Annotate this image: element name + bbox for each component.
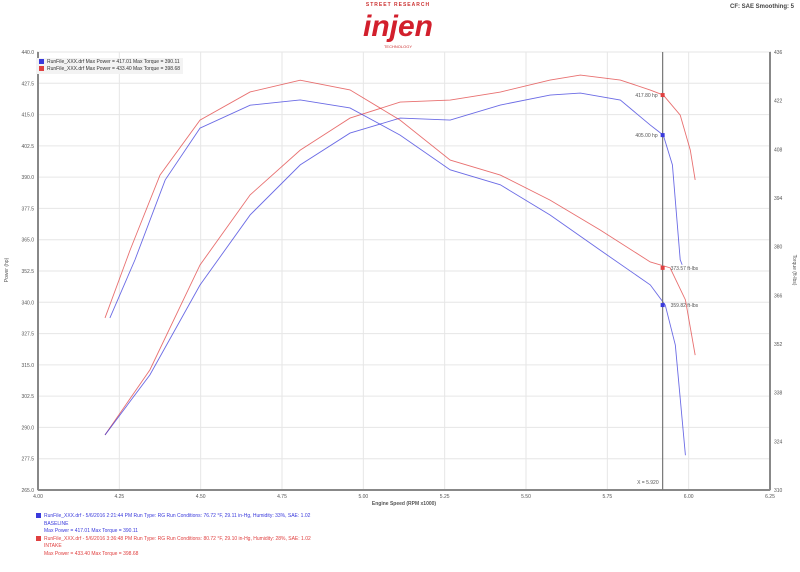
y-tick-label: 402.5 bbox=[21, 144, 34, 150]
y-tick-label: 440.0 bbox=[21, 50, 34, 56]
run-notes: RunFile_XXX.drf - 5/6/2016 2:21:44 PM Ru… bbox=[36, 513, 311, 558]
note-line: RunFile_XXX.drf - 5/6/2016 3:36:48 PM Ru… bbox=[44, 535, 311, 542]
y2-tick-label: 366 bbox=[774, 293, 783, 299]
y-tick-label: 340.0 bbox=[21, 300, 34, 306]
injen-logo: STREET RESEARCH injen TECHNOLOGY bbox=[348, 2, 448, 50]
x-tick-label: 6.00 bbox=[684, 494, 694, 500]
y-tick-label: 352.5 bbox=[21, 269, 34, 275]
y-tick-label: 315.0 bbox=[21, 363, 34, 369]
header-settings: CF: SAE Smoothing: 5 bbox=[730, 4, 794, 10]
y-tick-label: 365.0 bbox=[21, 238, 34, 244]
y-tick-label: 277.5 bbox=[21, 457, 34, 463]
annotation-marker bbox=[660, 133, 665, 138]
x-tick-label: 4.50 bbox=[196, 494, 206, 500]
y-tick-label: 302.5 bbox=[21, 394, 34, 400]
annotation-marker bbox=[660, 303, 665, 308]
legend-text: RunFile_XXX.drf Max Power = 433.40 Max T… bbox=[47, 66, 181, 72]
power-curve bbox=[104, 92, 683, 436]
y2-tick-label: 380 bbox=[774, 245, 783, 251]
y-tick-label: 415.0 bbox=[21, 113, 34, 119]
y2-tick-label: 436 bbox=[774, 50, 783, 56]
y2-tick-label: 352 bbox=[774, 342, 783, 348]
run-note: RunFile_XXX.drf - 5/6/2016 2:21:44 PM Ru… bbox=[36, 513, 311, 536]
legend-swatch bbox=[39, 66, 44, 72]
note-label: INTAKE bbox=[44, 543, 62, 549]
y-tick-label: 327.5 bbox=[21, 332, 34, 338]
annotation-marker bbox=[660, 93, 665, 98]
x-tick-label: 5.00 bbox=[358, 494, 368, 500]
x-tick-label: 6.25 bbox=[765, 494, 775, 500]
y-tick-label: 427.5 bbox=[21, 81, 34, 87]
torque-curve bbox=[104, 79, 696, 356]
y-axis-title: Power (hp) bbox=[4, 257, 10, 282]
y2-tick-label: 408 bbox=[774, 147, 783, 153]
y2-tick-label: 324 bbox=[774, 439, 783, 445]
annotation-label: 373.57 ft-lbs bbox=[671, 266, 699, 272]
logo-top: STREET RESEARCH bbox=[365, 2, 431, 8]
y-tick-label: 290.0 bbox=[21, 425, 34, 431]
x-tick-label: 4.00 bbox=[33, 494, 43, 500]
y2-tick-label: 310 bbox=[774, 488, 783, 494]
note-max: Max Power = 433.40 Max Torque = 398.68 bbox=[44, 550, 139, 557]
note-line: RunFile_XXX.drf - 5/6/2016 2:21:44 PM Ru… bbox=[44, 513, 311, 519]
torque-curve bbox=[109, 99, 686, 456]
legend-text: RunFile_XXX.drf Max Power = 417.01 Max T… bbox=[47, 59, 180, 65]
y2-tick-label: 422 bbox=[774, 99, 783, 105]
note-swatch bbox=[36, 535, 41, 541]
y2-tick-label: 394 bbox=[774, 196, 783, 202]
y-tick-label: 265.0 bbox=[21, 488, 34, 494]
annotation-label: 417.80 hp bbox=[635, 93, 657, 99]
x-tick-label: 5.25 bbox=[440, 494, 450, 500]
note-max: Max Power = 417.01 Max Torque = 390.11 bbox=[44, 528, 139, 534]
logo-main: injen bbox=[362, 10, 433, 43]
x-axis-title: Engine Speed (RPM x1000) bbox=[372, 501, 437, 507]
legend: RunFile_XXX.drf Max Power = 417.01 Max T… bbox=[36, 58, 184, 74]
note-swatch bbox=[36, 513, 41, 519]
y-tick-label: 377.5 bbox=[21, 206, 34, 212]
run-note: RunFile_XXX.drf - 5/6/2016 3:36:48 PM Ru… bbox=[36, 536, 311, 559]
logo-bottom: TECHNOLOGY bbox=[383, 44, 412, 49]
annotation-label: 359.82 ft-lbs bbox=[671, 303, 699, 309]
legend-swatch bbox=[39, 59, 44, 65]
y-tick-label: 390.0 bbox=[21, 175, 34, 181]
x-tick-label: 5.50 bbox=[521, 494, 531, 500]
y2-tick-label: 338 bbox=[774, 391, 783, 397]
annotation-marker bbox=[660, 265, 665, 270]
x-tick-label: 5.75 bbox=[602, 494, 612, 500]
power-curve bbox=[104, 74, 696, 436]
x-tick-label: 4.25 bbox=[114, 494, 124, 500]
annotation-label: 405.00 hp bbox=[635, 133, 657, 139]
y2-axis-title: Torque (ft-lbs) bbox=[791, 255, 797, 286]
legend-item: RunFile_XXX.drf Max Power = 417.01 Max T… bbox=[39, 59, 180, 66]
cursor-label: X = 5.920 bbox=[637, 480, 659, 486]
note-label: BASELINE bbox=[44, 520, 69, 527]
x-tick-label: 4.75 bbox=[277, 494, 287, 500]
legend-item: RunFile_XXX.drf Max Power = 433.40 Max T… bbox=[39, 66, 180, 73]
